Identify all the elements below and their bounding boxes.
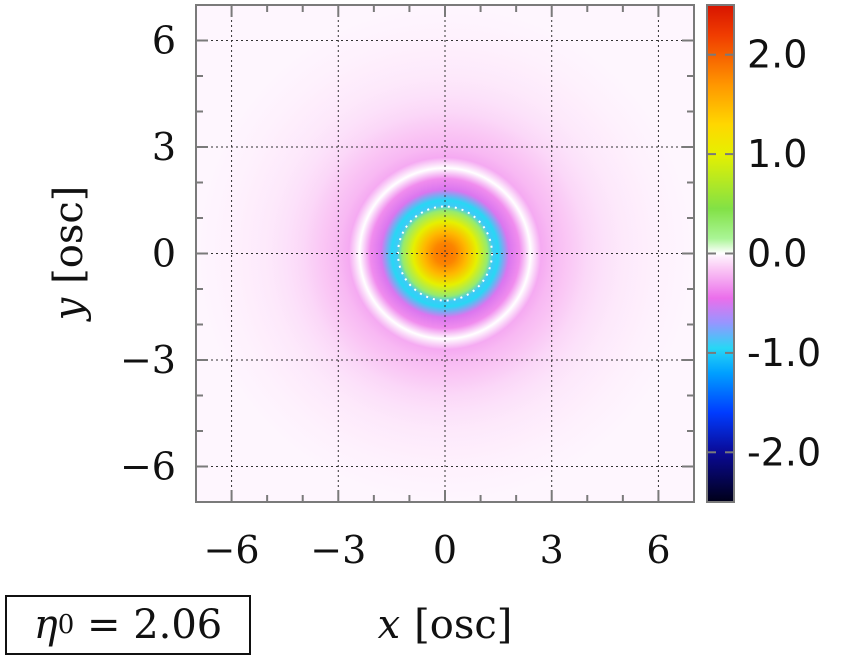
colorbar-tick-label: 1.0 [747, 132, 807, 176]
x-tick-label: −3 [310, 528, 366, 572]
x-tick-label: 0 [433, 528, 457, 572]
colorbar-tick-label: -1.0 [747, 331, 821, 375]
y-tick-labels: −6 −3 0 3 6 [120, 19, 176, 489]
colorbar: 2.0 1.0 0.0 -1.0 -2.0 [706, 4, 821, 503]
colorbar-tick-label: 0.0 [747, 232, 807, 276]
y-tick-label: 6 [152, 19, 176, 63]
x-axis-unit: [osc] [414, 602, 512, 648]
x-tick-label: 3 [540, 528, 564, 572]
colorbar-tick-label: 2.0 [747, 33, 807, 77]
heatmap-field [196, 5, 694, 502]
x-tick-label: 6 [646, 528, 670, 572]
y-tick-label: 3 [152, 125, 176, 169]
eta-subscript: 0 [57, 610, 75, 640]
plot-frame [195, 4, 695, 503]
eta-value: = 2.06 [74, 602, 223, 648]
colorbar-tick-label: -2.0 [747, 430, 821, 474]
y-tick-label: −3 [120, 338, 176, 382]
grid-lines [196, 5, 694, 502]
x-axis-label: x [osc] [378, 602, 513, 648]
x-axis-var: x [378, 602, 401, 648]
y-axis-unit: [osc] [46, 186, 92, 284]
axis-ticks [196, 5, 694, 502]
colorbar-ticks [707, 53, 734, 454]
y-tick-label: 0 [152, 232, 176, 276]
x-tick-labels: −6 −3 0 3 6 [204, 528, 671, 572]
y-axis-var: y [46, 296, 92, 322]
x-tick-label: −6 [204, 528, 260, 572]
plot-area [195, 4, 695, 503]
y-axis-label: y [osc] [46, 186, 92, 323]
eta-symbol: η [33, 602, 58, 648]
y-tick-label: −6 [120, 445, 176, 489]
colorbar-tick-labels: 2.0 1.0 0.0 -1.0 -2.0 [747, 33, 821, 475]
